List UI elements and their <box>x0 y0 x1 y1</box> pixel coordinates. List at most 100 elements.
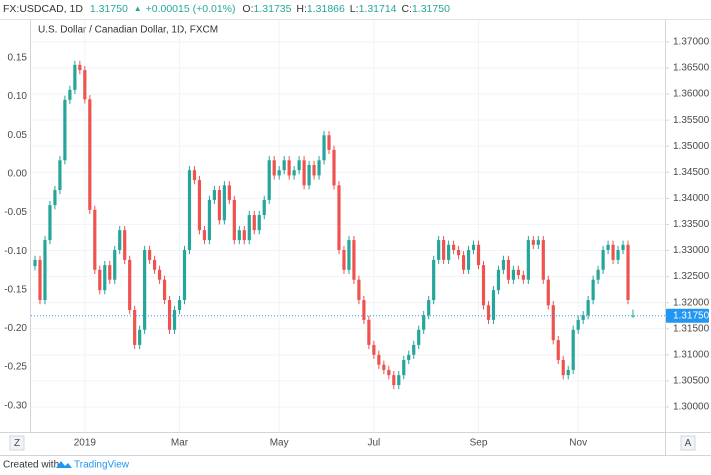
symbol: FX:USDCAD, 1D <box>3 3 83 15</box>
candle-body <box>267 160 271 200</box>
candle-body <box>93 209 97 270</box>
y2-tick-label: 1.35500 <box>673 115 710 126</box>
candle-body <box>202 230 207 241</box>
ohlc-key: O: <box>242 3 253 15</box>
candle-body <box>566 369 570 376</box>
candle-body <box>586 300 590 316</box>
chart-title: U.S. Dollar / Canadian Dollar, 1D, FXCM <box>38 25 218 36</box>
candle-body <box>172 309 177 330</box>
candle-body <box>432 259 436 301</box>
candle-body <box>511 269 515 280</box>
y2-tick-label: 1.35000 <box>673 141 710 152</box>
candle-body <box>516 269 520 276</box>
y2-tick-label: 1.34500 <box>673 167 710 178</box>
candle-body <box>83 70 87 100</box>
candle-body <box>153 259 157 270</box>
candle-body <box>407 354 411 361</box>
candle-body <box>217 190 221 221</box>
candle-body <box>352 240 356 280</box>
candle-body <box>133 309 137 345</box>
x-tick-label: Jul <box>367 438 380 449</box>
candle-body <box>546 279 550 306</box>
y-tick-label: -0.30 <box>4 400 27 411</box>
ohlc-value: 1.31866 <box>307 3 345 15</box>
candle-body <box>397 375 401 386</box>
candle-body <box>491 290 496 320</box>
candle-body <box>347 240 351 270</box>
candle-body <box>506 259 511 280</box>
candle-body <box>78 64 82 71</box>
candle-body <box>103 265 107 291</box>
candle-body <box>591 279 595 301</box>
candle-body <box>392 375 396 386</box>
candle-body <box>551 305 555 341</box>
candle-body <box>222 185 226 221</box>
candle-body <box>177 300 182 310</box>
candle-body <box>442 240 446 260</box>
candle-body <box>247 215 251 241</box>
candle-body <box>471 244 476 250</box>
y2-tick-label: 1.36000 <box>673 89 710 100</box>
candle-body <box>526 240 530 280</box>
candle-body <box>38 259 42 301</box>
x-tick-label: Mar <box>171 438 189 449</box>
tradingview-logo <box>56 461 72 468</box>
candle-body <box>367 319 371 345</box>
candle-body <box>327 135 331 150</box>
x-tick-label: May <box>270 438 289 449</box>
candle-body <box>118 230 122 250</box>
footer-prefix: Created with <box>3 460 59 471</box>
auto-scale-label[interactable]: A <box>685 438 692 449</box>
candle-body <box>466 249 471 270</box>
last-price-box <box>666 308 709 323</box>
y-tick-label: 0.15 <box>8 53 28 64</box>
zoom-button[interactable] <box>9 435 25 451</box>
candle-body <box>63 99 67 161</box>
y-tick-label: 0.00 <box>8 168 28 179</box>
candle-body <box>417 329 421 345</box>
candle-body <box>317 160 321 176</box>
candle-body <box>257 215 261 231</box>
candle-body <box>312 164 316 176</box>
symbol-header: FX:USDCAD, 1D 1.31750 ▲ +0.00015 (+0.01%… <box>3 3 450 15</box>
x-tick-label: Sep <box>470 438 488 449</box>
candle-body <box>372 344 376 355</box>
candle-body <box>561 360 565 376</box>
candle-body <box>342 249 346 270</box>
candle-body <box>422 315 426 330</box>
price: 1.31750 <box>90 3 128 15</box>
candle-body <box>437 240 441 260</box>
candle-body <box>88 99 92 210</box>
x-tick-label: 2019 <box>74 438 97 449</box>
candle-body <box>332 149 336 186</box>
candle-body <box>387 369 391 376</box>
y-tick-label: -0.15 <box>4 284 27 295</box>
candle-body <box>148 249 152 260</box>
candle-body <box>187 170 192 250</box>
candle-body <box>123 230 127 260</box>
footer-brand[interactable]: TradingView <box>74 460 130 471</box>
candle-body <box>606 244 610 250</box>
y-tick-label: 0.10 <box>8 91 28 102</box>
candle-body <box>447 244 451 260</box>
x-tick-label: Nov <box>569 438 587 449</box>
y-tick-label: -0.05 <box>4 207 27 218</box>
candle-body <box>53 190 57 206</box>
candle-body <box>596 269 600 280</box>
candle-body <box>486 305 491 320</box>
y2-tick-label: 1.37000 <box>673 37 710 48</box>
candle-body <box>496 269 501 291</box>
y2-tick-label: 1.33500 <box>673 219 710 230</box>
candle-body <box>113 249 117 280</box>
ohlc-key: H: <box>296 3 307 15</box>
zoom-button-label[interactable]: Z <box>14 438 20 449</box>
auto-scale-button[interactable] <box>680 435 696 451</box>
candle-body <box>461 255 466 270</box>
candle-body <box>98 269 102 291</box>
y2-tick-label: 1.31000 <box>673 349 710 360</box>
candle-body <box>128 259 132 310</box>
candle-body <box>242 230 246 241</box>
candle-body <box>192 170 197 181</box>
plot <box>31 60 665 390</box>
candle-body <box>287 160 291 176</box>
